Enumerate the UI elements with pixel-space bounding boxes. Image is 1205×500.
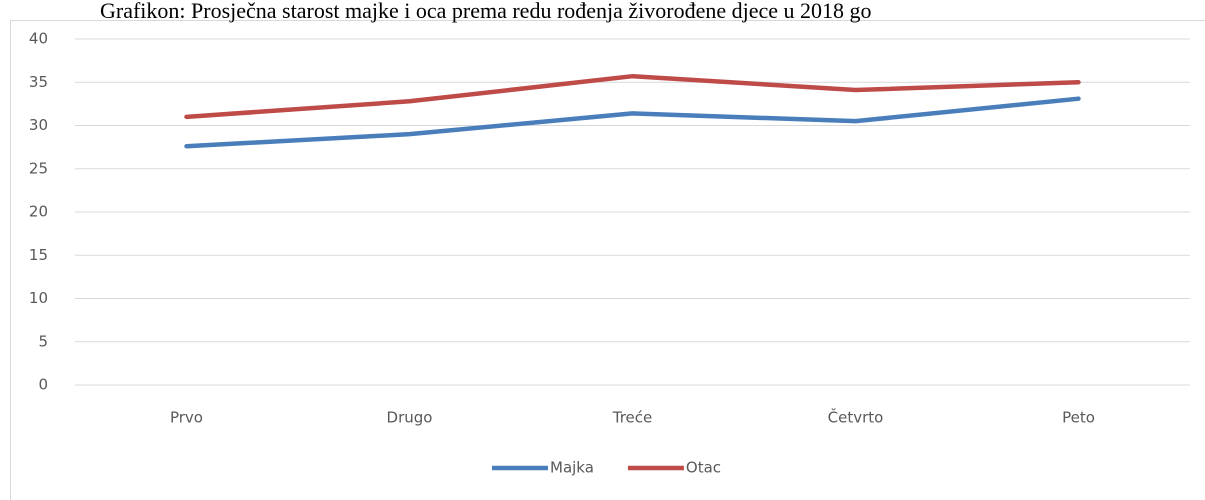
chart-title: Grafikon: Prosječna starost majke i oca … [100,0,872,23]
chart-border [10,20,1205,500]
x-tick-label: Treće [612,409,653,427]
data-line [184,96,1081,149]
y-tick-label: 15 [29,246,48,264]
y-tick-label: 20 [29,203,48,221]
x-tick-label: Drugo [387,409,433,427]
y-tick-label: 40 [29,30,48,48]
y-tick-label: 10 [29,289,48,307]
y-tick-label: 30 [29,116,48,134]
legend-label: Otac [686,459,721,477]
legend-label: Majka [550,459,594,477]
y-tick-label: 0 [38,376,48,394]
x-tick-label: Peto [1062,409,1095,427]
x-tick-label: Četvrto [828,408,884,427]
y-tick-label: 25 [29,159,48,177]
x-tick-label: Prvo [170,409,203,427]
y-tick-label: 5 [38,332,48,350]
y-tick-label: 35 [29,73,48,91]
data-line [184,73,1081,120]
